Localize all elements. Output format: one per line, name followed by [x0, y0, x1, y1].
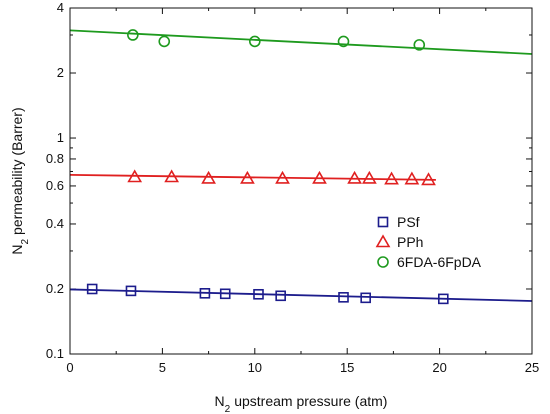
data-point-psf — [86, 283, 98, 295]
x-tick-label: 20 — [432, 360, 446, 375]
fit-line-pph — [69, 173, 436, 181]
x-axis-title-subscript: 2 — [225, 404, 231, 414]
x-tick-label: 10 — [248, 360, 262, 375]
data-point-pph — [164, 169, 180, 183]
legend-label-psf: PSf — [397, 214, 420, 230]
x-tick-label: 0 — [66, 360, 73, 375]
data-point-pph — [275, 170, 290, 184]
legend-label-pph: PPh — [397, 234, 423, 250]
data-point-pph — [201, 170, 216, 184]
y-axis-title-text: permeability (Barrer) — [9, 107, 25, 235]
y-axis-title-subscript: 2 — [20, 239, 31, 245]
legend: PSf PPh 6FDA-6FpDA — [375, 214, 482, 270]
data-point-psf — [199, 288, 211, 299]
data-point-pph — [421, 172, 436, 186]
x-tick-label: 25 — [525, 360, 539, 375]
legend-label-6fda-6fpda: 6FDA-6FpDA — [397, 254, 482, 270]
y-tick-label: 2 — [57, 65, 64, 80]
plot-frame — [69, 7, 533, 355]
data-point-psf — [437, 293, 449, 305]
y-tick-label: 0.1 — [46, 346, 64, 361]
y-tick-label: 0.2 — [46, 281, 64, 296]
y-axis-title-prefix: N — [9, 245, 25, 255]
data-point-psf — [219, 288, 231, 300]
data-markers — [86, 29, 449, 305]
legend-marker-psf — [377, 216, 389, 228]
data-point-pph — [361, 170, 377, 184]
axis-tick-labels: 0 5 10 15 20 25 0.1 0.2 0.4 0.6 0.8 1 2 4 — [46, 0, 539, 375]
data-point-pph — [384, 171, 399, 185]
data-point-psf — [360, 292, 371, 304]
fit-line-psf — [69, 288, 533, 302]
data-point-6fda-6fpda — [337, 35, 350, 48]
fit-lines — [69, 29, 533, 302]
data-point-pph — [404, 171, 420, 185]
y-tick-label: 0.6 — [46, 178, 64, 193]
x-axis-title-text: upstream pressure (atm) — [234, 393, 387, 409]
x-tick-label: 15 — [340, 360, 354, 375]
y-tick-label: 1 — [57, 130, 64, 145]
x-axis-title-prefix: N — [215, 393, 225, 409]
fit-line-6fda-6fpda — [69, 29, 533, 55]
data-point-6fda-6fpda — [127, 29, 139, 41]
data-point-6fda-6fpda — [158, 35, 171, 48]
y-tick-label: 4 — [57, 0, 64, 15]
data-point-psf — [125, 285, 137, 297]
y-tick-label: 0.8 — [46, 151, 64, 166]
data-point-pph — [347, 170, 362, 184]
data-point-psf — [275, 290, 286, 302]
data-point-pph — [127, 169, 143, 183]
data-point-psf — [253, 288, 264, 300]
y-tick-label: 0.4 — [46, 216, 64, 231]
y-axis-title: N2 permeability (Barrer) — [9, 107, 31, 254]
legend-marker-6fda-6fpda — [377, 256, 389, 268]
data-point-6fda-6fpda — [249, 35, 261, 48]
data-point-6fda-6fpda — [413, 39, 426, 51]
data-point-pph — [240, 170, 255, 184]
x-tick-label: 5 — [159, 360, 166, 375]
x-axis-title: N2 upstream pressure (atm) — [215, 393, 388, 414]
legend-marker-pph — [375, 234, 391, 248]
data-point-psf — [338, 292, 349, 303]
data-point-pph — [312, 170, 327, 184]
